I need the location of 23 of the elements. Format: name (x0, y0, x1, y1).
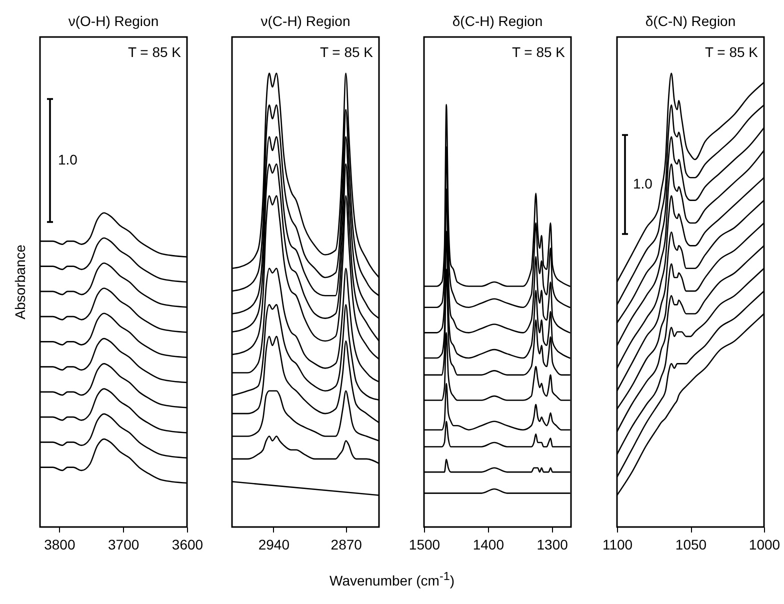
x-tick-label: 1400 (472, 536, 504, 552)
x-tick-label: 3800 (44, 536, 76, 552)
x-tick-label: 2940 (258, 536, 290, 552)
chart-title: δ(C-H) Region (452, 13, 543, 29)
chart-title: ν(O-H) Region (68, 13, 159, 29)
x-tick-label: 1300 (536, 536, 568, 552)
chart-title: δ(C-N) Region (645, 13, 736, 29)
annotation: 1.0 (633, 176, 653, 192)
x-tick-label: 2870 (330, 536, 362, 552)
text: T = 85 K (320, 44, 374, 60)
text: 1.0 (58, 152, 78, 168)
x-axis-title: Wavenumber (cm$^{-1}$) (328, 570, 456, 589)
x-tick-label: 1000 (748, 536, 780, 552)
text: T = 85 K (128, 44, 182, 60)
y-axis-title: Absorbance (12, 244, 28, 320)
x-tick-label: 3600 (172, 536, 204, 552)
x-tick-label: 1100 (602, 536, 633, 552)
x-tick-label: 3700 (108, 536, 140, 552)
text: T = 85 K (512, 44, 566, 60)
chart-title: ν(C-H) Region (260, 13, 350, 29)
x-tick-label: 1500 (408, 536, 440, 552)
text: T = 85 K (704, 44, 759, 60)
x-tick-label: 1050 (675, 536, 707, 552)
